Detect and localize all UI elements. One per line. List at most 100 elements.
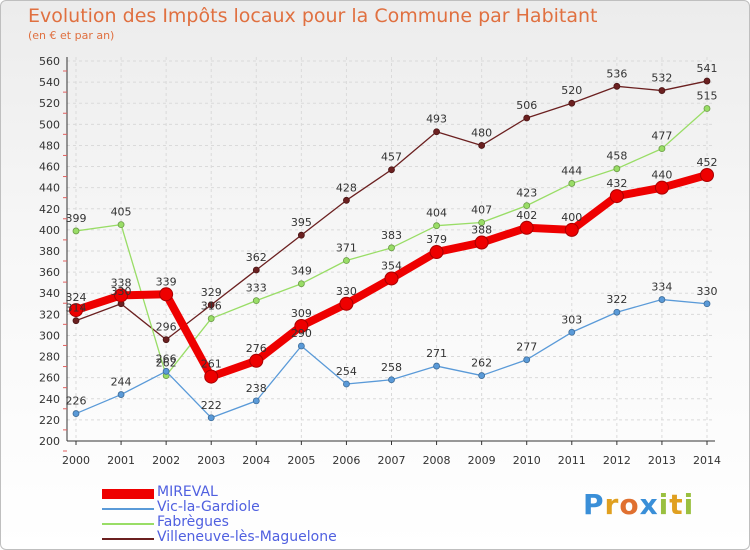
- x-tick-label: 2003: [197, 454, 225, 467]
- data-point-fabregues: [72, 227, 80, 235]
- data-point-villeneuve-les-maguelone: [162, 336, 170, 344]
- data-label-fabregues: 399: [66, 212, 87, 225]
- data-label-fabregues: 349: [291, 265, 312, 278]
- data-point-mireval: [519, 220, 534, 235]
- data-label-vic-la-gardiole: 277: [516, 341, 537, 354]
- data-label-vic-la-gardiole: 271: [426, 347, 447, 360]
- data-point-villeneuve-les-maguelone: [343, 196, 350, 204]
- data-label-fabregues: 423: [516, 187, 537, 200]
- data-label-villeneuve-les-maguelone: 330: [111, 285, 132, 298]
- data-point-vic-la-gardiole: [433, 362, 440, 370]
- data-label-mireval: 261: [201, 358, 222, 371]
- data-label-mireval: 402: [516, 209, 537, 222]
- data-label-vic-la-gardiole: 290: [291, 327, 312, 340]
- data-label-fabregues: 444: [561, 164, 582, 177]
- y-tick-label: 280: [39, 351, 60, 364]
- data-label-mireval: 354: [381, 259, 402, 272]
- data-point-villeneuve-les-maguelone: [252, 266, 260, 274]
- data-point-vic-la-gardiole: [568, 328, 576, 336]
- data-point-villeneuve-les-maguelone: [658, 87, 666, 94]
- series: [69, 77, 714, 422]
- data-label-vic-la-gardiole: 254: [336, 365, 357, 378]
- data-point-villeneuve-les-maguelone: [523, 114, 531, 122]
- y-tick-label: 200: [39, 435, 60, 448]
- data-point-fabregues: [433, 222, 440, 230]
- data-point-vic-la-gardiole: [388, 376, 395, 384]
- data-point-fabregues: [252, 297, 260, 305]
- data-label-mireval: 324: [66, 291, 87, 304]
- data-label-vic-la-gardiole: 322: [606, 293, 627, 306]
- data-point-mireval: [609, 189, 624, 204]
- data-point-villeneuve-les-maguelone: [388, 166, 395, 174]
- x-tick-label: 2010: [513, 454, 541, 467]
- x-tick-label: 2009: [468, 454, 496, 467]
- data-label-mireval: 309: [291, 307, 312, 320]
- data-label-vic-la-gardiole: 303: [561, 313, 582, 326]
- data-label-fabregues: 404: [426, 207, 447, 220]
- data-label-vic-la-gardiole: 334: [651, 281, 672, 294]
- legend-swatch: [102, 508, 154, 510]
- data-point-vic-la-gardiole: [162, 367, 170, 375]
- chart-title: Evolution des Impôts locaux pour la Comm…: [28, 5, 598, 27]
- data-label-villeneuve-les-maguelone: 395: [291, 216, 312, 229]
- data-point-fabregues: [117, 221, 125, 229]
- x-tick-label: 2013: [648, 454, 676, 467]
- data-point-mireval: [159, 287, 174, 302]
- y-tick-label: 400: [39, 224, 60, 237]
- legend-label: Fabrègues: [157, 514, 229, 530]
- x-tick-label: 2011: [558, 454, 586, 467]
- data-label-villeneuve-les-maguelone: 493: [426, 113, 447, 126]
- data-label-vic-la-gardiole: 262: [471, 357, 492, 370]
- x-tick-label: 2000: [62, 454, 90, 467]
- data-label-fabregues: 383: [381, 229, 402, 242]
- data-point-villeneuve-les-maguelone: [72, 317, 80, 325]
- legend-swatch: [102, 538, 154, 540]
- x-tick-label: 2001: [107, 454, 135, 467]
- data-point-mireval: [564, 222, 579, 237]
- chart-subtitle: (en € et par an): [28, 29, 115, 42]
- data-label-mireval: 339: [156, 275, 177, 288]
- data-point-fabregues: [703, 105, 711, 112]
- data-point-mireval: [429, 245, 444, 260]
- data-point-vic-la-gardiole: [117, 391, 125, 398]
- data-point-mireval: [384, 271, 399, 286]
- y-tick-label: 480: [39, 139, 60, 152]
- data-point-mireval: [474, 235, 489, 250]
- y-tick-label: 520: [39, 97, 60, 110]
- y-tick-label: 240: [39, 393, 60, 406]
- legend-label: MIREVAL: [157, 484, 218, 500]
- data-label-villeneuve-les-maguelone: 457: [381, 151, 402, 164]
- data-point-vic-la-gardiole: [703, 300, 711, 308]
- data-label-mireval: 452: [697, 156, 718, 169]
- data-label-fabregues: 371: [336, 242, 357, 255]
- x-tick-label: 2004: [242, 454, 270, 467]
- data-labels: 314 330 296 329 362 395 428 457 493 480 506 520 536 5…: [66, 62, 718, 412]
- data-point-vic-la-gardiole: [252, 397, 260, 405]
- data-point-vic-la-gardiole: [658, 296, 666, 303]
- data-point-villeneuve-les-maguelone: [478, 142, 486, 149]
- data-point-vic-la-gardiole: [523, 356, 531, 364]
- data-point-fabregues: [343, 257, 350, 264]
- data-label-mireval: 388: [471, 224, 492, 237]
- x-tick-label: 2005: [287, 454, 315, 467]
- y-tick-label: 260: [39, 372, 60, 385]
- data-label-vic-la-gardiole: 238: [246, 382, 267, 395]
- data-label-mireval: 276: [246, 342, 267, 355]
- data-label-mireval: 338: [111, 276, 132, 289]
- data-point-fabregues: [613, 165, 621, 173]
- data-label-fabregues: 316: [201, 300, 222, 313]
- data-point-vic-la-gardiole: [207, 414, 215, 422]
- data-point-villeneuve-les-maguelone: [433, 128, 440, 136]
- data-label-villeneuve-les-maguelone: 506: [516, 99, 537, 112]
- data-point-mireval: [204, 369, 219, 384]
- data-label-mireval: 432: [606, 177, 627, 190]
- data-point-vic-la-gardiole: [613, 308, 621, 316]
- logo-letter: i: [658, 488, 670, 521]
- x-tick-label: 2007: [378, 454, 406, 467]
- legend-label: Vic-la-Gardiole: [157, 499, 260, 515]
- data-label-vic-la-gardiole: 222: [201, 399, 222, 412]
- proxiti-logo: Proxiti: [583, 488, 694, 521]
- y-tick-label: 360: [39, 266, 60, 279]
- data-label-fabregues: 262: [156, 357, 177, 370]
